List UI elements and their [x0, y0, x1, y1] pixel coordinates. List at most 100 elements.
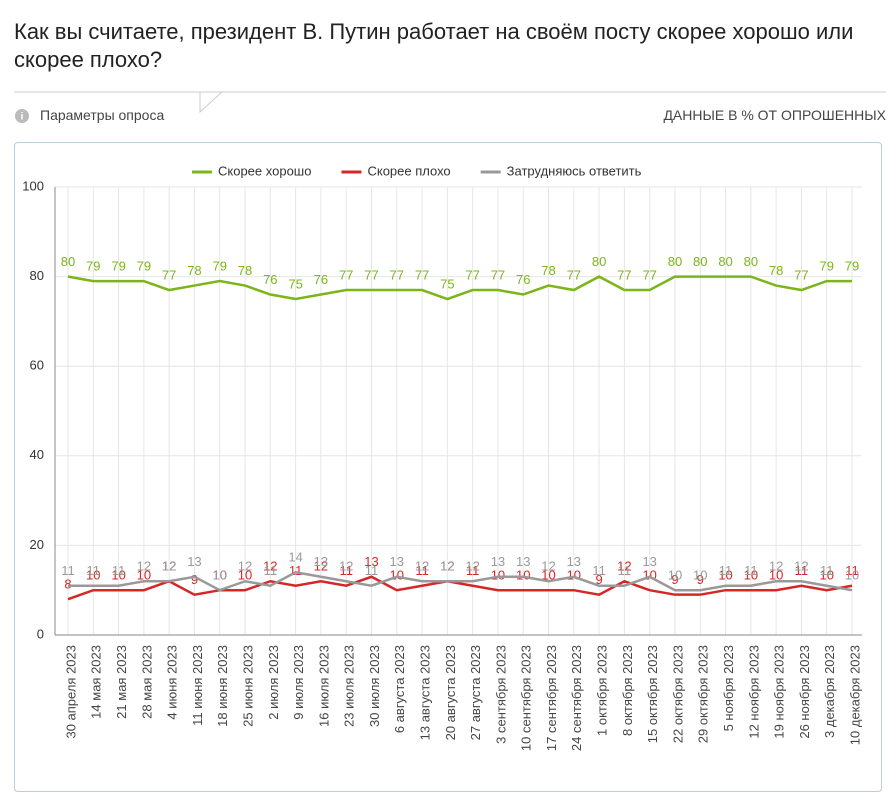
data-label: 76: [314, 272, 328, 287]
data-label: 10: [744, 568, 758, 583]
data-label: 9: [671, 572, 678, 587]
x-tick-label: 6 августа 2023: [392, 645, 407, 733]
data-label: 79: [111, 259, 125, 274]
data-label: 77: [617, 267, 631, 282]
data-label: 77: [364, 267, 378, 282]
data-label: 12: [263, 559, 277, 574]
data-label: 80: [592, 254, 606, 269]
x-tick-label: 20 августа 2023: [443, 645, 458, 740]
x-tick-label: 18 июня 2023: [215, 645, 230, 727]
legend-label: Скорее хорошо: [218, 163, 311, 178]
data-label: 13: [390, 554, 404, 569]
data-label: 12: [162, 559, 176, 574]
x-tick-label: 16 июля 2023: [316, 645, 331, 727]
data-label: 77: [642, 267, 656, 282]
data-label: 11: [112, 563, 126, 578]
x-tick-label: 14 мая 2023: [89, 645, 104, 719]
data-label: 12: [541, 559, 555, 574]
x-tick-label: 2 июля 2023: [266, 645, 281, 720]
data-label: 11: [820, 563, 834, 578]
data-label: 10: [86, 568, 100, 583]
units-note: ДАННЫЕ В % ОТ ОПРОШЕННЫХ: [663, 107, 886, 123]
data-label: 75: [440, 276, 454, 291]
chart-box: [14, 142, 882, 792]
data-label: 10: [516, 568, 530, 583]
data-label: 9: [697, 572, 704, 587]
data-label: 78: [769, 263, 783, 278]
x-tick-label: 21 мая 2023: [114, 645, 129, 719]
y-tick-label: 40: [30, 447, 44, 462]
data-label: 13: [187, 554, 201, 569]
data-label: 77: [162, 267, 176, 282]
data-label: 12: [238, 559, 252, 574]
data-label: 12: [465, 559, 479, 574]
x-tick-label: 26 ноября 2023: [797, 645, 812, 739]
svg-text:i: i: [21, 112, 24, 123]
data-label: 14: [288, 550, 302, 565]
data-label: 79: [845, 259, 859, 274]
y-tick-label: 60: [30, 358, 44, 373]
data-label: 10: [819, 568, 833, 583]
data-label: 10: [567, 568, 581, 583]
decor: i: [14, 91, 886, 123]
data-label: 12: [617, 559, 631, 574]
x-tick-label: 8 октября 2023: [620, 645, 635, 736]
x-tick-label: 11 июня 2023: [190, 645, 205, 726]
data-label: 80: [744, 254, 758, 269]
data-label: 13: [642, 554, 656, 569]
data-label: 11: [744, 563, 758, 578]
x-tick-label: 13 августа 2023: [418, 645, 433, 740]
data-label: 12: [769, 559, 783, 574]
data-label: 77: [465, 267, 479, 282]
data-label: 11: [264, 563, 278, 578]
data-label: 78: [238, 263, 252, 278]
data-label: 10: [213, 568, 227, 583]
data-label: 10: [769, 568, 783, 583]
data-label: 12: [440, 559, 454, 574]
data-label: 11: [795, 563, 809, 578]
data-label: 77: [390, 267, 404, 282]
legend-label: Затрудняюсь ответить: [507, 163, 642, 178]
data-label: 10: [137, 568, 151, 583]
data-label: 11: [87, 563, 101, 578]
x-tick-label: 1 октября 2023: [595, 645, 610, 736]
data-label: 10: [668, 568, 682, 583]
x-tick-label: 28 мая 2023: [139, 645, 154, 719]
y-tick-label: 20: [30, 537, 44, 552]
data-label: 75: [288, 276, 302, 291]
data-label: 12: [794, 559, 808, 574]
params-link[interactable]: Параметры опроса: [40, 107, 165, 123]
data-label: 11: [339, 563, 353, 578]
data-label: 12: [440, 559, 454, 574]
x-tick-label: 3 декабря 2023: [822, 645, 837, 738]
data-label: 11: [592, 563, 606, 578]
data-label: 11: [618, 563, 632, 578]
x-tick-label: 10 декабря 2023: [847, 645, 862, 745]
data-label: 77: [339, 267, 353, 282]
x-tick-label: 15 октября 2023: [645, 645, 660, 743]
y-tick-label: 100: [22, 178, 44, 193]
x-tick-label: 24 сентября 2023: [569, 645, 584, 751]
x-tick-label: 27 августа 2023: [468, 645, 483, 740]
data-label: 10: [390, 568, 404, 583]
data-label: 11: [466, 563, 480, 578]
x-tick-label: 30 июля 2023: [367, 645, 382, 727]
data-label: 12: [415, 559, 429, 574]
x-tick-label: 12 ноября 2023: [746, 645, 761, 739]
data-label: 79: [86, 259, 100, 274]
data-label: 12: [314, 559, 328, 574]
data-label: 10: [238, 568, 252, 583]
data-label: 11: [415, 563, 429, 578]
data-label: 13: [364, 554, 378, 569]
data-label: 10: [491, 568, 505, 583]
data-label: 77: [415, 267, 429, 282]
x-tick-label: 4 июня 2023: [165, 645, 180, 720]
data-label: 10: [845, 568, 859, 583]
data-label: 9: [595, 572, 602, 587]
x-tick-label: 9 июля 2023: [291, 645, 306, 720]
data-label: 80: [668, 254, 682, 269]
x-tick-label: 17 сентября 2023: [544, 645, 559, 751]
data-label: 10: [541, 568, 555, 583]
